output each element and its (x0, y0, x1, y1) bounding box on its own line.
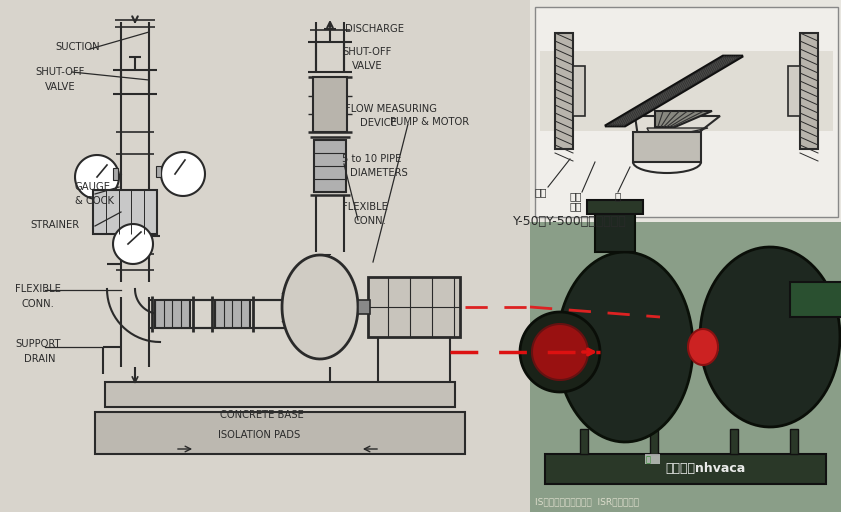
Polygon shape (520, 312, 600, 392)
Bar (633, 132, 701, 162)
Bar (790, 429, 798, 454)
Bar (788, 66, 800, 116)
Bar (314, 140, 346, 192)
Text: SHUT-OFF: SHUT-OFF (35, 67, 84, 77)
Bar (555, 33, 573, 149)
Polygon shape (113, 224, 153, 264)
Text: SUCTION: SUCTION (55, 42, 99, 52)
Bar (535, 7, 838, 217)
Text: 微: 微 (646, 455, 651, 464)
Polygon shape (161, 152, 205, 196)
Bar (540, 51, 833, 131)
Text: STRAINER: STRAINER (30, 220, 79, 230)
Text: DISCHARGE: DISCHARGE (345, 24, 404, 34)
Polygon shape (605, 56, 743, 126)
Bar (530, 222, 841, 512)
Text: CONCRETE BASE: CONCRETE BASE (220, 410, 304, 420)
Bar (730, 429, 738, 454)
Text: FLEXIBLE: FLEXIBLE (15, 284, 61, 294)
Polygon shape (557, 252, 693, 442)
Text: PUMP & MOTOR: PUMP & MOTOR (390, 117, 469, 127)
Text: 5 to 10 PIPE: 5 to 10 PIPE (342, 154, 401, 164)
Bar (530, 222, 841, 512)
Text: SUPPORT: SUPPORT (15, 339, 61, 349)
Polygon shape (282, 255, 358, 359)
Bar (580, 429, 588, 454)
Polygon shape (647, 128, 708, 134)
Text: CONN.: CONN. (354, 216, 387, 226)
Bar (93, 190, 157, 234)
Text: 微信号：nhvaca: 微信号：nhvaca (665, 462, 745, 475)
Text: 过滤: 过滤 (570, 191, 583, 201)
Text: 盖: 盖 (615, 191, 621, 201)
Text: SHUT-OFF: SHUT-OFF (342, 47, 391, 57)
Text: IS系列单级单吸离心泵  ISR系列热水泵: IS系列单级单吸离心泵 ISR系列热水泵 (535, 497, 639, 506)
Bar (313, 77, 347, 132)
Polygon shape (655, 111, 712, 127)
Text: DEVICE: DEVICE (360, 118, 397, 128)
Bar (155, 300, 190, 328)
Text: VALVE: VALVE (352, 61, 383, 71)
Bar (0, 0, 530, 512)
Bar (800, 33, 818, 149)
Bar (573, 66, 585, 116)
Polygon shape (75, 155, 119, 199)
Polygon shape (688, 329, 718, 365)
Text: FLEXIBLE: FLEXIBLE (342, 202, 388, 212)
Text: & COCK: & COCK (75, 196, 114, 206)
Polygon shape (156, 166, 161, 177)
Text: VALVE: VALVE (45, 82, 76, 92)
Polygon shape (645, 454, 660, 464)
Polygon shape (113, 168, 118, 180)
Bar (545, 454, 826, 484)
Bar (595, 212, 635, 252)
Text: ISOLATION PADS: ISOLATION PADS (218, 430, 300, 440)
Text: 壳体: 壳体 (535, 187, 547, 197)
Text: DIAMETERS: DIAMETERS (350, 168, 408, 178)
Polygon shape (129, 210, 137, 224)
Bar (368, 277, 460, 337)
Polygon shape (700, 247, 840, 427)
Bar (95, 412, 465, 454)
Text: Y-50～Y-500过滤器的结构: Y-50～Y-500过滤器的结构 (513, 215, 627, 228)
Bar (650, 429, 658, 454)
Bar (587, 200, 643, 214)
Bar (530, 0, 841, 222)
Text: GAUGE: GAUGE (75, 182, 111, 192)
Polygon shape (532, 324, 588, 380)
Bar (105, 382, 455, 407)
Bar (358, 300, 370, 314)
Text: CONN.: CONN. (22, 299, 55, 309)
Bar (215, 300, 250, 328)
Bar (790, 282, 841, 317)
Text: DRAIN: DRAIN (24, 354, 56, 364)
Text: FLOW MEASURING: FLOW MEASURING (345, 104, 437, 114)
Polygon shape (635, 116, 720, 137)
Text: 部件: 部件 (570, 201, 583, 211)
